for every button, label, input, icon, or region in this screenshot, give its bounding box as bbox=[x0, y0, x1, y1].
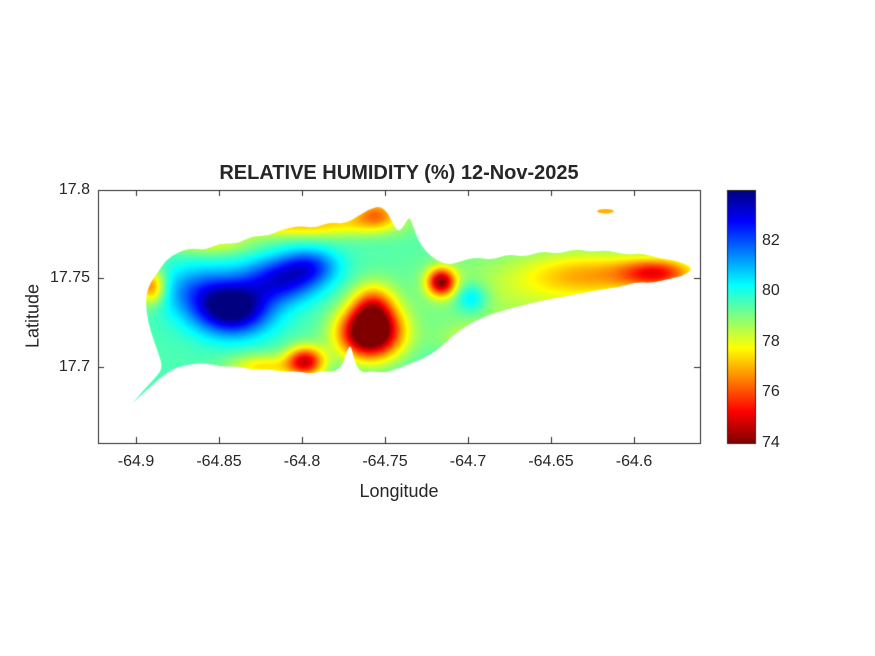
x-tick-label: -64.75 bbox=[362, 453, 408, 470]
x-tick-label: -64.6 bbox=[615, 453, 653, 470]
x-tick-label: -64.9 bbox=[117, 453, 155, 470]
y-tick-label: 17.75 bbox=[49, 269, 90, 286]
x-tick-label: -64.85 bbox=[196, 453, 242, 470]
x-axis-label: Longitude bbox=[359, 481, 439, 501]
y-tick-label: 17.8 bbox=[58, 181, 90, 198]
y-tick-label: 17.7 bbox=[58, 358, 90, 375]
x-tick-label: -64.8 bbox=[283, 453, 321, 470]
y-axis-label: Latitude bbox=[22, 283, 43, 349]
chart-title: RELATIVE HUMIDITY (%) 12-Nov-2025 bbox=[219, 162, 579, 184]
colorbar-tick-label: 82 bbox=[762, 232, 780, 249]
colorbar-tick-label: 76 bbox=[762, 383, 780, 400]
colorbar-tick-label: 80 bbox=[762, 282, 780, 299]
colorbar-tick-label: 78 bbox=[762, 333, 780, 350]
x-tick-label: -64.7 bbox=[449, 453, 487, 470]
x-tick-label: -64.65 bbox=[528, 453, 574, 470]
colorbar-tick-label: 74 bbox=[762, 434, 780, 451]
